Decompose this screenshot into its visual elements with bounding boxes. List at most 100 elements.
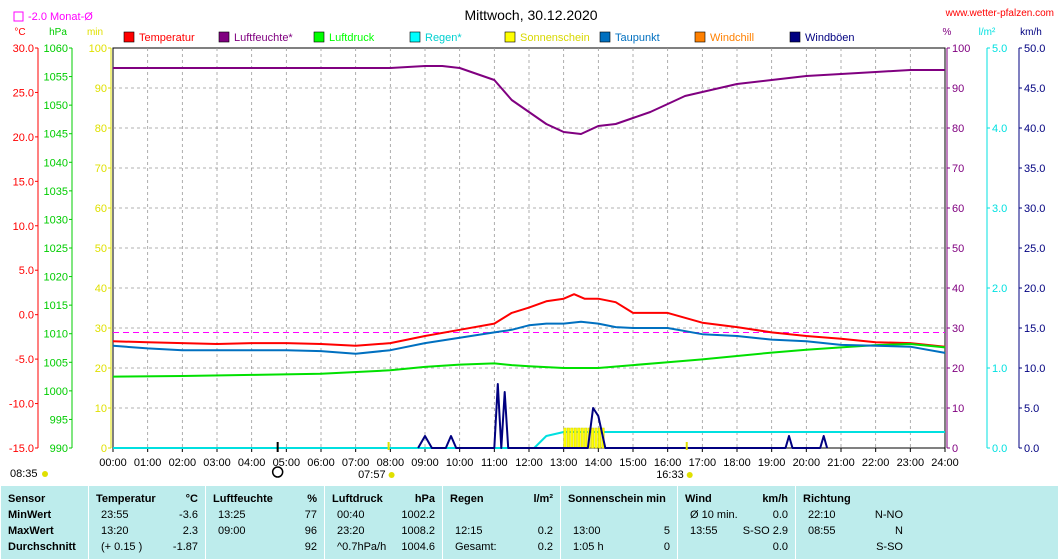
month-avg-legend: -2.0 Monat-Ø: [13, 11, 93, 23]
stats-header: Luftfeuchte: [213, 493, 273, 505]
stats-cell-time: 23:55: [101, 509, 129, 521]
sunshine-bar: [580, 427, 584, 449]
stats-cell-value: 0: [663, 541, 670, 553]
stats-cell-time: (+ 0.15 ): [101, 541, 143, 553]
sunshine-bar: [584, 427, 588, 449]
temperature-tick-label: 20.0: [13, 132, 34, 144]
sunshine-bar: [577, 427, 581, 449]
wind-tick-label: 30.0: [1024, 203, 1045, 215]
stats-column: Richtung 22:10 N-NO 08:55 N S-SO: [795, 486, 911, 559]
stats-cell-value: -3.6: [179, 509, 198, 521]
x-tick-label: 06:00: [307, 457, 335, 469]
legend-label: Regen*: [425, 32, 462, 44]
wind-tick-label: 20.0: [1024, 283, 1045, 295]
temperature-tick-label: -5.0: [15, 354, 34, 366]
legend-label: Sonnenschein: [520, 32, 590, 44]
windben-line: [417, 383, 829, 449]
humidity-tick-label: 80: [952, 123, 964, 135]
sunshine-tick-label: 90: [95, 83, 107, 95]
humidity-tick-label: 100: [952, 43, 970, 55]
x-tick-label: 11:00: [481, 457, 508, 469]
pressure-tick-label: 1000: [44, 386, 68, 398]
sunshine-tick-label: 80: [95, 123, 107, 135]
sunshine-tick-label: 40: [95, 283, 107, 295]
temperature-tick-label: 10.0: [13, 221, 34, 233]
legend-label: Temperatur: [139, 32, 195, 44]
stats-cell-time: 12:15: [455, 525, 483, 537]
pressure-tick-label: 995: [50, 414, 68, 426]
x-tick-label: 14:00: [585, 457, 613, 469]
x-tick-label: 03:00: [203, 457, 231, 469]
pressure-tick-label: 1045: [44, 129, 68, 141]
sunshine-bar: [594, 427, 598, 449]
stats-cell-time: ^0.7hPa/h: [337, 541, 387, 553]
pressure-tick-label: 1030: [44, 214, 68, 226]
temperature-tick-label: -15.0: [9, 443, 34, 455]
temperatur-line: [112, 293, 946, 348]
pressure-tick-label: 1005: [44, 357, 68, 369]
pressure-tick-label: 1060: [44, 43, 68, 55]
stats-header: Wind: [685, 493, 712, 505]
legend-label: Luftfeuchte*: [234, 32, 293, 44]
stats-cell-value: S-SO 2.9: [742, 525, 788, 537]
stats-row-label: Durchschnitt: [8, 541, 76, 553]
site-link[interactable]: www.wetter-pfalzen.com: [945, 8, 1054, 19]
sunshine-tick-label: 30: [95, 323, 107, 335]
stats-column: Regen l/m² 12:15 0.2 Gesamt: 0.2: [442, 486, 561, 559]
stats-row-label: MinWert: [8, 509, 52, 521]
wind-tick-label: 45.0: [1024, 83, 1045, 95]
sunshine-tick-label: 60: [95, 203, 107, 215]
x-tick-label: 16:00: [654, 457, 682, 469]
legend-label: Windchill: [710, 32, 754, 44]
month-avg-label: -2.0 Monat-Ø: [28, 11, 93, 23]
legend-label: Windböen: [805, 32, 855, 44]
sunshine-tick-label: 10: [95, 403, 107, 415]
wind-tick-label: 35.0: [1024, 163, 1045, 175]
sun-icon: [388, 472, 395, 478]
stats-header: Richtung: [803, 493, 851, 505]
chart-series: [112, 65, 946, 452]
wind-tick-label: 10.0: [1024, 363, 1045, 375]
taupunkt-line: [112, 320, 946, 355]
x-tick-label: 07:00: [342, 457, 370, 469]
stats-cell-value: 0.2: [537, 525, 553, 537]
legend-swatch: [409, 31, 421, 43]
x-tick-label: 00:00: [99, 457, 127, 469]
humidity-tick-label: 20: [952, 363, 964, 375]
wind-unit: km/h: [1020, 27, 1042, 38]
rain-tick-label: 5.0: [992, 43, 1007, 55]
pressure-tick-label: 1010: [44, 329, 68, 341]
pressure-tick-label: 1015: [44, 300, 68, 312]
humidity-tick-label: 40: [952, 283, 964, 295]
temperature-tick-label: -10.0: [9, 399, 34, 411]
sun-icon: [42, 471, 48, 477]
wind-tick-label: 15.0: [1024, 323, 1045, 335]
stats-cell-time: 13:20: [101, 525, 129, 537]
sun-icon: [686, 472, 693, 478]
chart-axes: °C 30.0 25.0 20.0 15.0 10.0 5.0 0.0 -5.0 -10.0 -15…: [9, 27, 1046, 481]
x-tick-label: 09:00: [411, 457, 439, 469]
stats-cell-value: S-SO: [876, 541, 903, 553]
time-label: 08:35: [10, 468, 38, 480]
humidity-tick-label: 30: [952, 323, 964, 335]
stats-cell-value: 0.0: [772, 509, 788, 521]
legend-label: Luftdruck: [329, 32, 375, 44]
sunset-label: 16:33: [656, 469, 684, 481]
legend-swatch: [313, 31, 325, 43]
stats-cell-time: 08:55: [808, 525, 836, 537]
moon-icon: [271, 466, 284, 478]
pressure-tick-label: 1020: [44, 272, 68, 284]
stats-unit: l/m²: [533, 493, 553, 505]
rain-tick-label: 4.0: [992, 123, 1007, 135]
stats-cell-time: 13:25: [218, 509, 246, 521]
stats-cell-value: 2.3: [182, 525, 198, 537]
x-tick-label: 21:00: [827, 457, 855, 469]
pressure-tick-label: 1050: [44, 100, 68, 112]
x-tick-label: 04:00: [238, 457, 266, 469]
chart-grid: [112, 47, 946, 449]
temperature-tick-label: 25.0: [13, 87, 34, 99]
stats-cell-time: 13:00: [573, 525, 601, 537]
x-tick-label: 02:00: [169, 457, 197, 469]
stats-cell-value: N-NO: [874, 509, 903, 521]
x-tick-label: 19:00: [758, 457, 786, 469]
